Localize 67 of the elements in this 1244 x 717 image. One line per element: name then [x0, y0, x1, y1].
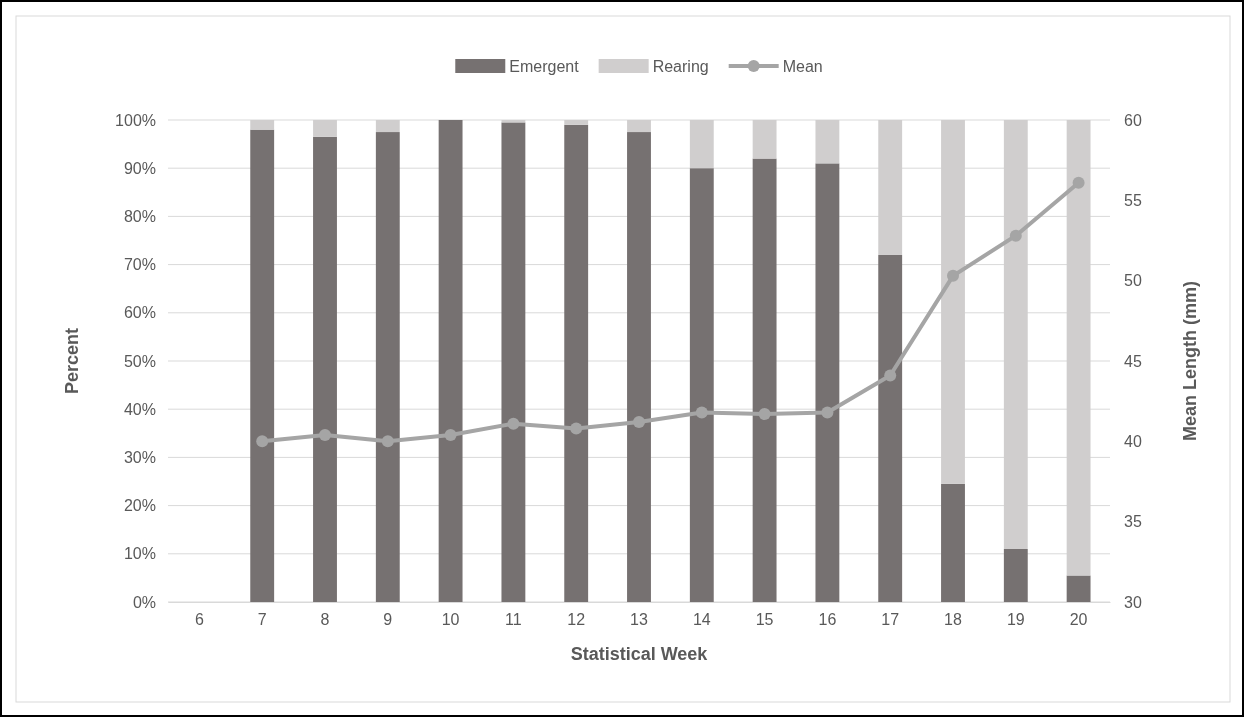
- point: [381, 435, 394, 448]
- x-axis-title: Statistical Week: [570, 644, 709, 664]
- point: [319, 428, 331, 441]
- y2-tick-label: 45: [1124, 352, 1142, 370]
- x-tick-label: 16: [818, 611, 837, 629]
- y-tick-label: 60%: [123, 304, 156, 322]
- y-tick-label: 40%: [123, 400, 156, 418]
- bar: [627, 132, 651, 602]
- x-tick-label: 18: [944, 611, 962, 629]
- point: [1072, 176, 1085, 189]
- bar: [1003, 548, 1028, 602]
- bar: [878, 254, 903, 602]
- y-axis-title: Percent: [62, 327, 82, 395]
- bar: [250, 129, 275, 602]
- point: [570, 422, 583, 435]
- x-tick-label: 14: [692, 611, 711, 629]
- x-tick-label: 8: [320, 611, 330, 629]
- x-tick-label: 19: [1006, 611, 1025, 629]
- y2-axis-title: Mean Length (mm): [1180, 281, 1200, 441]
- x-tick-label: 17: [881, 611, 900, 629]
- bar: [752, 158, 777, 602]
- x-tick-label: 11: [505, 611, 522, 629]
- legend-label: Rearing: [652, 58, 709, 75]
- point: [633, 416, 645, 429]
- x-tick-label: 7: [257, 611, 267, 629]
- legend-label: Emergent: [509, 58, 580, 75]
- bar: [564, 124, 589, 602]
- y2-tick-label: 50: [1124, 272, 1142, 290]
- legend-label: Mean: [782, 58, 823, 75]
- bar: [313, 136, 337, 602]
- point: [695, 406, 708, 419]
- y2-tick-label: 35: [1124, 513, 1142, 531]
- y-tick-label: 20%: [123, 497, 156, 515]
- y-tick-label: 0%: [132, 593, 156, 611]
- y2-tick-label: 30: [1124, 593, 1142, 611]
- point: [507, 417, 520, 430]
- point: [444, 428, 457, 441]
- x-tick-label: 9: [383, 611, 393, 629]
- bar: [1066, 575, 1091, 602]
- bar: [689, 168, 714, 602]
- bar: [501, 122, 526, 602]
- x-tick-label: 12: [567, 611, 586, 629]
- y-tick-label: 70%: [123, 256, 156, 274]
- y2-tick-label: 55: [1124, 191, 1142, 209]
- y-tick-label: 100%: [115, 111, 156, 129]
- y2-tick-label: 60: [1124, 111, 1142, 129]
- x-tick-label: 10: [441, 611, 460, 629]
- y-tick-label: 30%: [123, 449, 156, 467]
- y-tick-label: 90%: [123, 159, 156, 177]
- point: [1009, 229, 1022, 242]
- y2-tick-label: 40: [1124, 432, 1142, 450]
- y-tick-label: 10%: [123, 545, 156, 563]
- bar: [438, 120, 463, 602]
- point: [947, 269, 959, 282]
- bar: [815, 163, 840, 602]
- point: [758, 408, 771, 421]
- x-tick-label: 15: [755, 611, 774, 629]
- y-tick-label: 50%: [123, 352, 156, 370]
- point: [884, 369, 897, 382]
- x-tick-label: 20: [1069, 611, 1088, 629]
- x-tick-label: 6: [194, 611, 204, 629]
- y-tick-label: 80%: [123, 208, 156, 226]
- bar: [375, 132, 400, 602]
- x-tick-label: 13: [630, 611, 648, 629]
- point: [256, 435, 269, 448]
- point: [821, 406, 834, 419]
- bar: [941, 483, 965, 602]
